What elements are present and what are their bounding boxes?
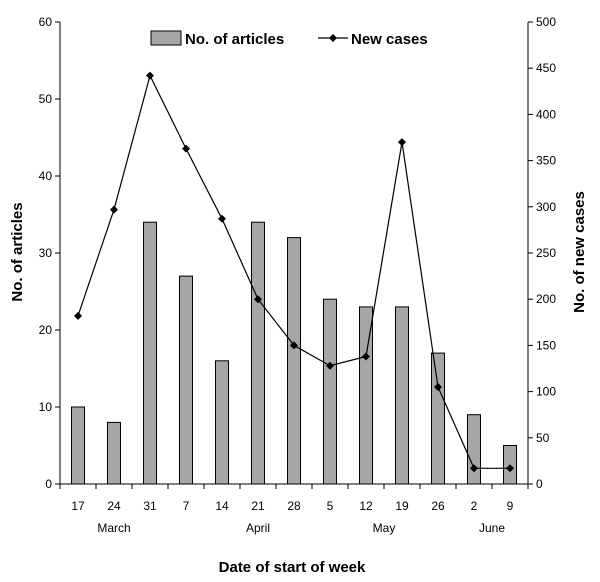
x-tick-label: 12 — [359, 499, 373, 513]
line-point — [218, 214, 226, 223]
left-tick-label: 0 — [45, 477, 52, 491]
right-tick-label: 150 — [536, 338, 556, 352]
bar — [431, 352, 445, 485]
right-tick-label: 400 — [536, 107, 556, 121]
right-y-axis: 0 50 100 150 200 250 300 350 400 450 500 — [527, 15, 556, 491]
x-tick-label: 7 — [183, 499, 190, 513]
month-label: June — [479, 521, 505, 535]
x-tick-label: 24 — [107, 499, 121, 513]
line-point — [506, 464, 514, 473]
line-point — [362, 352, 370, 361]
x-axis-title: Date of start of week — [219, 559, 366, 576]
right-tick-label: 450 — [536, 61, 556, 75]
x-tick-label: 9 — [507, 499, 514, 513]
line-point — [254, 295, 262, 304]
line-point — [74, 311, 82, 320]
right-tick-label: 200 — [536, 292, 556, 306]
x-tick-label: 5 — [327, 499, 334, 513]
month-label: May — [373, 521, 396, 535]
x-tick-label: 17 — [71, 499, 85, 513]
right-tick-label: 300 — [536, 200, 556, 214]
line-point — [398, 138, 406, 147]
bar — [287, 237, 301, 485]
right-tick-label: 0 — [536, 477, 543, 491]
line-point — [326, 361, 334, 370]
right-tick-label: 250 — [536, 246, 556, 260]
right-tick-label: 100 — [536, 385, 556, 399]
left-tick-label: 20 — [39, 323, 53, 337]
bar — [143, 221, 157, 485]
right-tick-label: 500 — [536, 15, 556, 29]
bar — [179, 275, 193, 485]
x-tick-label: 2 — [471, 499, 478, 513]
left-tick-label: 60 — [39, 15, 53, 29]
line-point — [290, 341, 298, 350]
x-tick-label: 31 — [143, 499, 157, 513]
legend-marker-cases — [329, 34, 337, 42]
line-point — [110, 205, 118, 214]
bar — [323, 298, 337, 485]
month-label: March — [97, 521, 130, 535]
bar — [215, 360, 229, 485]
x-tick-label: 19 — [395, 499, 409, 513]
right-tick-label: 50 — [536, 431, 550, 445]
line-point — [470, 464, 478, 473]
line-point — [434, 382, 442, 391]
legend-label-articles: No. of articles — [185, 31, 284, 48]
line-point — [182, 144, 190, 153]
legend-label-cases: New cases — [351, 31, 428, 48]
left-tick-label: 10 — [39, 400, 53, 414]
line-point — [146, 71, 154, 80]
bar — [107, 421, 121, 485]
x-tick-label: 21 — [251, 499, 265, 513]
month-label: April — [246, 521, 270, 535]
left-tick-label: 30 — [39, 246, 53, 260]
x-axis: 17 24 31 7 14 21 28 5 12 19 26 2 9 March April May June — [59, 483, 529, 535]
plot-area — [71, 71, 517, 485]
x-tick-label: 26 — [431, 499, 445, 513]
x-tick-label: 14 — [215, 499, 229, 513]
left-y-axis: 0 10 20 30 40 50 60 — [39, 15, 61, 491]
left-tick-label: 40 — [39, 169, 53, 183]
bar — [251, 221, 265, 485]
bar — [395, 306, 409, 485]
bar — [467, 414, 481, 485]
legend-swatch-articles — [150, 30, 182, 46]
left-tick-label: 50 — [39, 92, 53, 106]
legend: No. of articles New cases — [150, 30, 428, 48]
right-tick-label: 350 — [536, 154, 556, 168]
y2-axis-title: No. of new cases — [571, 191, 588, 313]
x-tick-label: 28 — [287, 499, 301, 513]
bar — [359, 306, 373, 485]
bar — [71, 406, 85, 485]
y-axis-title: No. of articles — [9, 202, 26, 301]
